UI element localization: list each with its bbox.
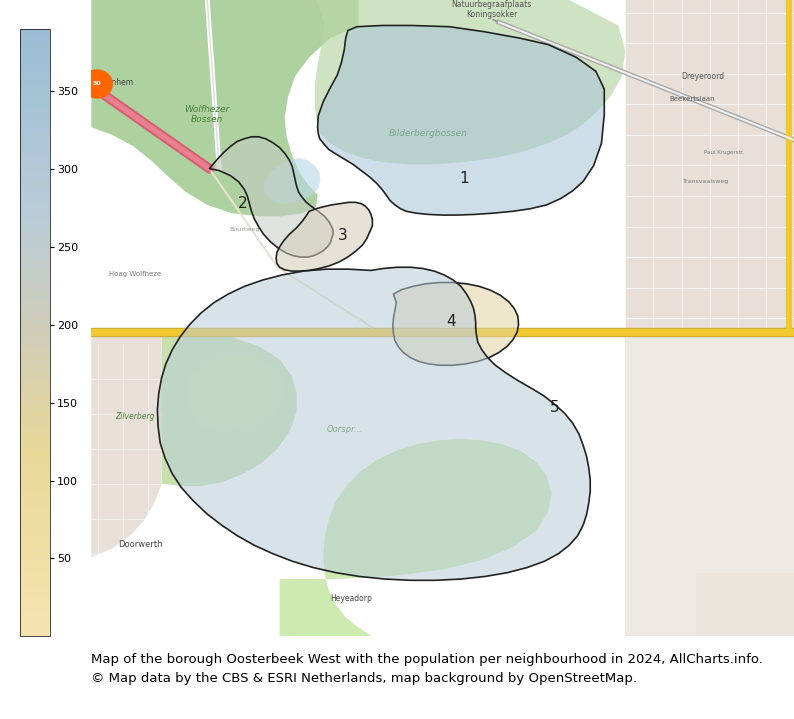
Text: 5: 5 [550,400,560,415]
Text: 3: 3 [338,228,348,243]
Circle shape [82,70,113,98]
Text: 1: 1 [459,170,468,186]
Text: Oorspr...: Oorspr... [326,425,362,434]
Text: Doorwerth: Doorwerth [118,539,163,549]
Text: Paul Krugerstr.: Paul Krugerstr. [703,150,744,155]
Text: Buurtweg: Buurtweg [229,226,260,232]
Polygon shape [626,331,794,636]
Polygon shape [626,0,794,331]
Text: Natuurbegraafplaats
Koningsokker: Natuurbegraafplaats Koningsokker [452,0,532,19]
Text: Hoag Wolfheze: Hoag Wolfheze [109,270,161,277]
Text: © Map data by the CBS & ESRI Netherlands, map background by OpenStreetMap.: © Map data by the CBS & ESRI Netherlands… [91,672,638,685]
Polygon shape [696,572,794,636]
Polygon shape [279,439,552,636]
Text: Transvaalsweg: Transvaalsweg [683,179,729,184]
Text: Arnhem: Arnhem [104,78,134,87]
Text: 4: 4 [446,313,456,329]
Text: 2: 2 [237,196,247,211]
Polygon shape [393,283,518,365]
Polygon shape [318,25,604,215]
Text: Bilderbergbossen: Bilderbergbossen [389,129,468,138]
Text: Dreyeroord: Dreyeroord [681,72,724,81]
Polygon shape [91,0,358,216]
Text: Beekertslaan: Beekertslaan [669,96,715,101]
Text: Zilverberg: Zilverberg [115,412,155,421]
Polygon shape [276,202,372,271]
Polygon shape [91,332,162,636]
Polygon shape [264,157,321,203]
Polygon shape [210,137,333,257]
Polygon shape [187,355,285,431]
Text: 50: 50 [93,81,102,86]
Polygon shape [314,0,626,164]
Polygon shape [162,332,296,636]
Text: Heyeadorp: Heyeadorp [330,594,372,603]
Polygon shape [157,267,590,580]
Text: Wolfhezer
Bossen: Wolfhezer Bossen [185,105,230,124]
Text: Map of the borough Oosterbeek West with the population per neighbourhood in 2024: Map of the borough Oosterbeek West with … [91,653,763,666]
